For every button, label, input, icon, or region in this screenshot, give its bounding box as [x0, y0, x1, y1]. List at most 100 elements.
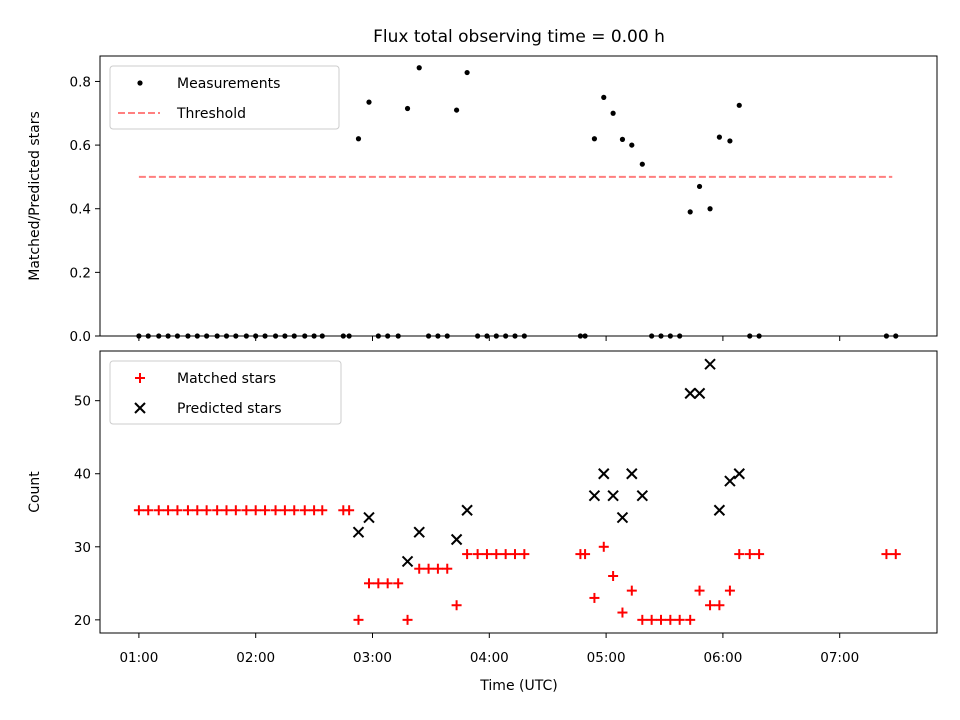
predicted-stars-point [636, 489, 649, 502]
count-panel: 01:00 02:00 03:00 04:00 05:00 06:00 07:00 20 30 4… [27, 350, 938, 666]
figure-title: Flux total observing time = 0.00 h [373, 27, 665, 47]
count-y-tick-label: 30 [74, 540, 91, 556]
matched-stars-point [260, 505, 271, 516]
measurement-point [464, 69, 470, 76]
matched-stars-point [637, 614, 648, 625]
count-y-tick-label: 40 [74, 467, 91, 483]
x-tick-label: 03:00 [353, 650, 392, 666]
matched-stars-point [414, 563, 425, 574]
predicted-stars-point [401, 555, 414, 568]
x-tick-label: 02:00 [236, 650, 275, 666]
x-tick-label: 01:00 [119, 650, 158, 666]
measurement-point [619, 136, 626, 142]
measurement-point [366, 99, 372, 105]
matched-stars-point [481, 549, 492, 560]
ratio-y-tick-label: 0.8 [70, 74, 91, 90]
matched-stars-point [221, 505, 232, 516]
matched-stars-point [432, 563, 443, 574]
measurement-point [727, 138, 733, 144]
matched-stars-point [201, 505, 212, 516]
matched-stars-point [598, 541, 609, 552]
predicted-stars-point [413, 526, 425, 538]
predicted-stars-point [461, 504, 473, 516]
matched-stars-point [665, 614, 676, 625]
matched-stars-point [685, 614, 696, 625]
matched-stars-point [423, 563, 434, 574]
x-tick-label: 05:00 [587, 650, 626, 666]
ratio-y-axis-label: Matched/Predicted stars [27, 111, 43, 281]
matched-stars-point [143, 505, 154, 516]
predicted-stars-point [724, 475, 736, 487]
ratio-y-tick-label: 0.0 [70, 329, 91, 345]
predicted-stars-point [588, 489, 601, 502]
count-legend: Matched stars Predicted stars [109, 360, 342, 425]
matched-stars-point [153, 505, 164, 516]
predicted-stars-point [684, 387, 696, 400]
matched-stars-point [451, 600, 462, 611]
matched-stars-point [744, 549, 755, 560]
measurement-point [355, 136, 362, 142]
measurement-point [453, 107, 460, 113]
count-axes-frame [99, 350, 938, 634]
matched-stars-point [192, 505, 203, 516]
matched-stars-point [608, 571, 619, 582]
ratio-legend: Measurements Threshold [109, 65, 340, 130]
predicted-stars-point [607, 489, 619, 502]
matched-stars-point [353, 614, 364, 625]
matched-stars-point [754, 549, 765, 560]
ratio-axes-frame [99, 55, 938, 337]
matched-stars-point [163, 505, 174, 516]
matched-stars-point [299, 505, 310, 516]
matched-stars-point [241, 505, 252, 516]
matched-stars-point [182, 505, 193, 516]
matched-stars-point [472, 549, 483, 560]
matched-stars-point [172, 505, 183, 516]
matched-stars-point [491, 549, 502, 560]
matched-stars-point [694, 585, 705, 596]
matched-stars-point [655, 614, 666, 625]
matched-stars-point [589, 592, 600, 603]
matched-stars-point [646, 614, 657, 625]
measurement-point [610, 110, 616, 116]
x-tick-label: 06:00 [703, 650, 742, 666]
matched-stars-point [402, 614, 413, 625]
matched-stars-point [270, 505, 281, 516]
matched-stars-point [714, 600, 725, 611]
legend-box [109, 65, 340, 130]
ratio-panel: 0.0 0.2 0.4 0.6 0.8 Matched/Predicted stars Me… [27, 55, 938, 345]
measurement-point [416, 65, 422, 71]
measurement-point [696, 183, 703, 190]
matched-stars-point [442, 563, 453, 574]
matched-stars-point [250, 505, 261, 516]
predicted-stars-point [704, 358, 716, 370]
matched-stars-point [462, 549, 473, 560]
measurement-point [591, 136, 598, 142]
matched-stars-point [500, 549, 511, 560]
ratio-y-tick-label: 0.6 [70, 138, 91, 154]
matched-stars-point [705, 600, 716, 611]
predicted-stars-point [713, 504, 726, 516]
legend-box [109, 360, 342, 425]
measurement-point [404, 105, 411, 112]
measurement-point [629, 142, 635, 148]
legend-label: Predicted stars [177, 401, 282, 417]
matched-stars-point [230, 505, 241, 516]
predicted-stars-point [693, 387, 706, 400]
measurement-point [716, 134, 722, 140]
legend-measurement-swatch [137, 80, 143, 86]
matched-stars-point [382, 578, 393, 589]
count-y-axis-label: Count [27, 471, 43, 513]
matched-stars-point [279, 505, 290, 516]
matched-stars-point [881, 549, 892, 560]
predicted-stars-point [626, 468, 638, 480]
legend-label: Threshold [176, 106, 246, 122]
measurement-point [687, 209, 693, 215]
x-tick-label: 07:00 [820, 650, 859, 666]
ratio-y-tick-label: 0.4 [70, 202, 91, 218]
matched-stars-point [734, 549, 745, 560]
matched-stars-point [724, 585, 735, 596]
matched-stars-point [626, 585, 637, 596]
predicted-stars-point [352, 526, 365, 538]
matched-stars-point [580, 549, 591, 560]
